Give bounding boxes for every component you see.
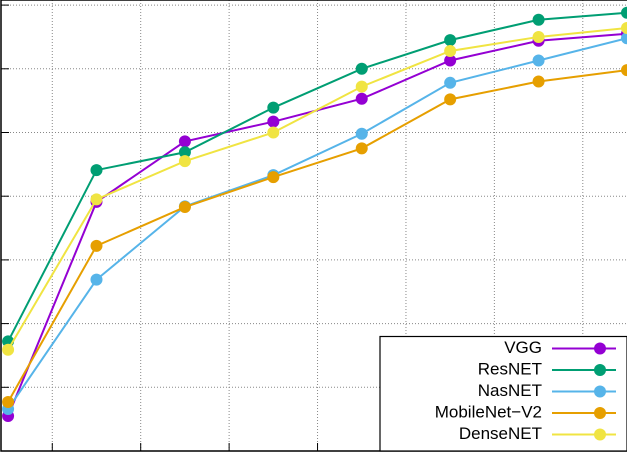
data-point xyxy=(621,32,627,45)
series-line xyxy=(7,37,627,410)
data-point xyxy=(532,13,545,26)
data-point xyxy=(178,146,191,159)
data-point xyxy=(178,201,191,214)
legend-label: MobileNet−V2 xyxy=(435,402,542,421)
data-point xyxy=(267,126,280,139)
data-point xyxy=(178,135,191,148)
data-point xyxy=(2,343,15,356)
data-point xyxy=(532,75,545,88)
data-point xyxy=(621,22,627,35)
data-point xyxy=(355,80,368,93)
data-point xyxy=(444,76,457,89)
data-point xyxy=(355,92,368,105)
data-point xyxy=(178,155,191,168)
data-point xyxy=(90,164,103,177)
data-point xyxy=(444,44,457,57)
data-point xyxy=(444,93,457,106)
data-point xyxy=(355,127,368,140)
data-point xyxy=(355,62,368,75)
data-point xyxy=(444,34,457,47)
data-point xyxy=(444,54,457,67)
legend-label: NasNET xyxy=(478,381,542,400)
data-point xyxy=(2,395,15,408)
data-point xyxy=(90,239,103,252)
data-point xyxy=(355,142,368,155)
legend-marker xyxy=(594,407,606,419)
legend-label: DenseNET xyxy=(459,424,542,443)
data-point xyxy=(621,64,627,77)
data-point xyxy=(267,101,280,114)
series-line xyxy=(7,11,627,342)
data-point xyxy=(267,115,280,128)
legend-marker xyxy=(594,364,606,376)
data-point xyxy=(90,193,103,206)
legend-marker xyxy=(594,428,606,441)
legend-marker xyxy=(594,385,606,398)
data-point xyxy=(267,171,280,184)
series-line xyxy=(7,69,627,403)
legend-box xyxy=(379,335,627,452)
legend-marker xyxy=(594,342,606,355)
data-point xyxy=(90,273,103,286)
data-point xyxy=(621,6,627,19)
legend-label: ResNET xyxy=(478,359,542,378)
series-line xyxy=(7,27,627,351)
data-point xyxy=(532,54,545,67)
data-point xyxy=(532,30,545,43)
legend-label: VGG xyxy=(504,338,542,357)
